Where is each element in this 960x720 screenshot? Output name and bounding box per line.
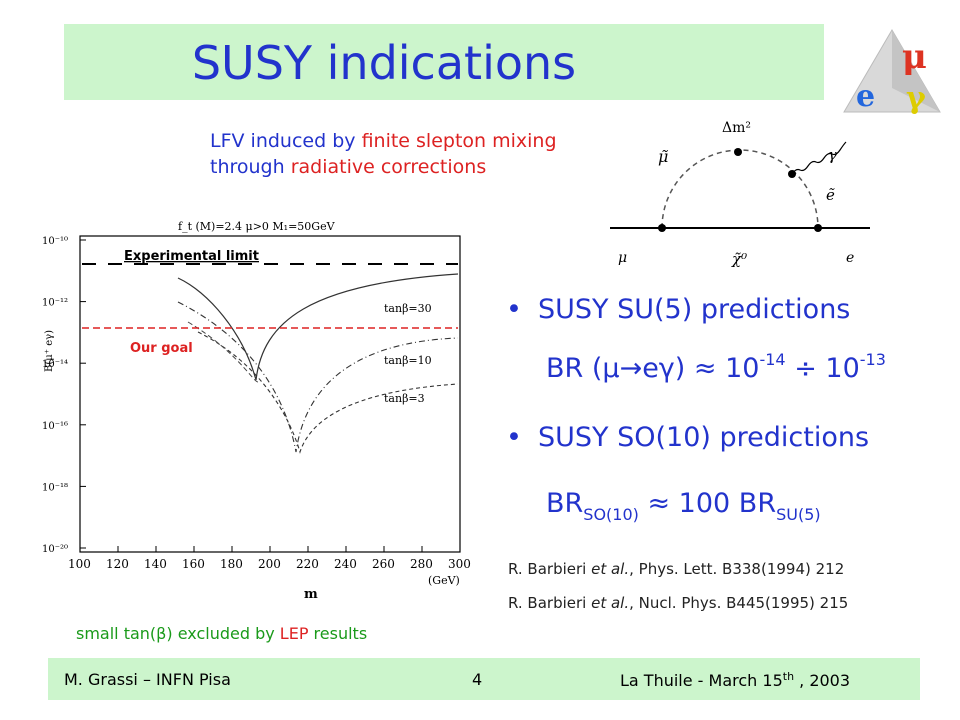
br-so10-a: BR — [546, 488, 584, 519]
chi-label: χ̃⁰ — [731, 250, 747, 268]
vertex-right — [814, 224, 822, 232]
vertex-left — [658, 224, 666, 232]
experimental-limit-label: Experimental limit — [124, 249, 259, 264]
ref2-a: R. Barbieri — [508, 594, 592, 612]
x-tick-label: 120 — [106, 557, 129, 571]
footer-sup: th — [782, 670, 795, 683]
y-tick-label: 10⁻¹² — [42, 298, 68, 309]
delta-m-label: Δm² — [722, 120, 751, 136]
x-tick-label: 160 — [182, 557, 205, 571]
gamma-label: γ — [828, 146, 837, 164]
bullet-so10: • SUSY SO(10) predictions — [506, 422, 870, 453]
ref2-b: , Nucl. Phys. B445(1995) 215 — [629, 594, 849, 612]
ref1-b: , Phys. Lett. B338(1994) 212 — [629, 560, 845, 578]
y-ticks: 10⁻¹⁰ 10⁻¹² 10⁻¹⁴ 10⁻¹⁶ 10⁻¹⁸ 10⁻²⁰ — [42, 236, 86, 555]
ref2-italic: et al. — [591, 594, 630, 612]
lfv-line1-a: LFV induced by — [210, 130, 362, 152]
y-tick-label: 10⁻¹⁶ — [42, 421, 68, 432]
x-tick-label: 180 — [220, 557, 243, 571]
br-so10-sub2: SU(5) — [776, 505, 821, 524]
footer-year: , 2003 — [794, 671, 851, 690]
br-so10: BRSO(10) ≈ 100 BRSU(5) — [546, 488, 821, 524]
plot-ylabel: B(μ⁺ eγ) — [44, 330, 55, 372]
lfv-line2-a: through — [210, 156, 291, 178]
bullet-so10-text: SUSY SO(10) predictions — [538, 422, 870, 453]
small-tan-lep: LEP — [279, 624, 309, 643]
y-tick-label: 10⁻¹⁸ — [42, 482, 68, 493]
logo-gamma: γ — [906, 81, 926, 114]
curve-label-10: tanβ=10 — [384, 354, 432, 367]
br-so10-sub1: SO(10) — [583, 505, 639, 524]
ref1-italic: et al. — [591, 560, 630, 578]
bullet-su5: • SUSY SU(5) predictions — [506, 294, 851, 325]
lfv-line1-b: finite slepton mixing — [361, 130, 557, 152]
logo-e: e — [856, 79, 875, 114]
x-tick-label: 220 — [296, 557, 319, 571]
lfv-caption: LFV induced by finite slepton mixing thr… — [210, 128, 557, 180]
curve-label-3: tanβ=3 — [384, 392, 425, 405]
mu-label: μ — [618, 250, 627, 266]
footer-bar — [48, 658, 920, 700]
selectron-label: ẽ — [826, 186, 835, 204]
curve-tanb-10 — [177, 301, 459, 453]
feynman-diagram: Δm² μ̃ γ ẽ μ χ̃⁰ e — [610, 120, 870, 268]
footer-venue: La Thuile - March 15 — [620, 671, 783, 690]
x-tick-label: 280 — [410, 557, 433, 571]
x-tick-label: 260 — [372, 557, 395, 571]
br-su5-exp2: -13 — [859, 350, 886, 369]
footer-page-number: 4 — [472, 670, 483, 689]
x-tick-label: 200 — [258, 557, 281, 571]
footer-author: M. Grassi – INFN Pisa — [64, 670, 231, 689]
e-label: e — [846, 250, 854, 266]
small-tan-c: results — [308, 624, 368, 643]
small-tan-a: small tan(β) excluded by — [76, 624, 280, 643]
x-axis-label: m — [304, 587, 318, 602]
y-tick-label: 10⁻¹⁴ — [42, 359, 68, 370]
curve-tanb-30 — [177, 273, 459, 381]
slide-title: SUSY indications — [191, 36, 577, 90]
br-su5-exp1: -14 — [759, 350, 786, 369]
x-tick-label: 100 — [68, 557, 91, 571]
small-tan-note: small tan(β) excluded by LEP results — [76, 624, 367, 643]
vertex-mass — [734, 148, 742, 156]
reference-2: R. Barbieri et al., Nucl. Phys. B445(199… — [508, 594, 848, 612]
footer-venue-date: La Thuile - March 15th , 2003 — [620, 670, 850, 690]
bullet-su5-text: SUSY SU(5) predictions — [538, 294, 851, 325]
br-su5-a: BR (μ→eγ) ≈ 10 — [546, 353, 760, 384]
lfv-line2-b: radiative corrections — [290, 156, 487, 178]
our-goal-label: Our goal — [130, 341, 193, 356]
y-tick-label: 10⁻²⁰ — [42, 544, 68, 555]
y-tick-label: 10⁻¹⁰ — [42, 236, 68, 247]
br-su5-mid: ÷ 10 — [785, 353, 860, 384]
photon-line — [791, 141, 847, 175]
curve-tanb-3 — [197, 331, 459, 454]
meg-logo-icon: μ e γ — [843, 29, 941, 114]
x-tick-label: 140 — [144, 557, 167, 571]
ref1-a: R. Barbieri — [508, 560, 592, 578]
x-unit-label: (GeV) — [428, 574, 460, 587]
smuon-label: μ̃ — [658, 147, 668, 166]
plot-header: f_t (M)=2.4 μ>0 M₁=50GeV — [178, 220, 336, 233]
x-tick-label: 300 — [448, 557, 471, 571]
curve-label-30: tanβ=30 — [384, 302, 432, 315]
branching-ratio-plot: f_t (M)=2.4 μ>0 M₁=50GeV B(μ⁺ eγ) 10⁻¹⁰1… — [42, 220, 471, 602]
logo-mu: μ — [902, 37, 927, 77]
curve-extra — [187, 321, 259, 383]
title-bar — [64, 24, 824, 100]
br-so10-mid: ≈ 100 BR — [638, 488, 777, 519]
br-su5: BR (μ→eγ) ≈ 10-14 ÷ 10-13 — [546, 350, 886, 384]
x-tick-label: 240 — [334, 557, 357, 571]
x-ticks: 100 120 140 160 180 200 220 240 260 280 300 — [68, 546, 471, 571]
slepton-loop — [661, 149, 819, 229]
reference-1: R. Barbieri et al., Phys. Lett. B338(199… — [508, 560, 844, 578]
